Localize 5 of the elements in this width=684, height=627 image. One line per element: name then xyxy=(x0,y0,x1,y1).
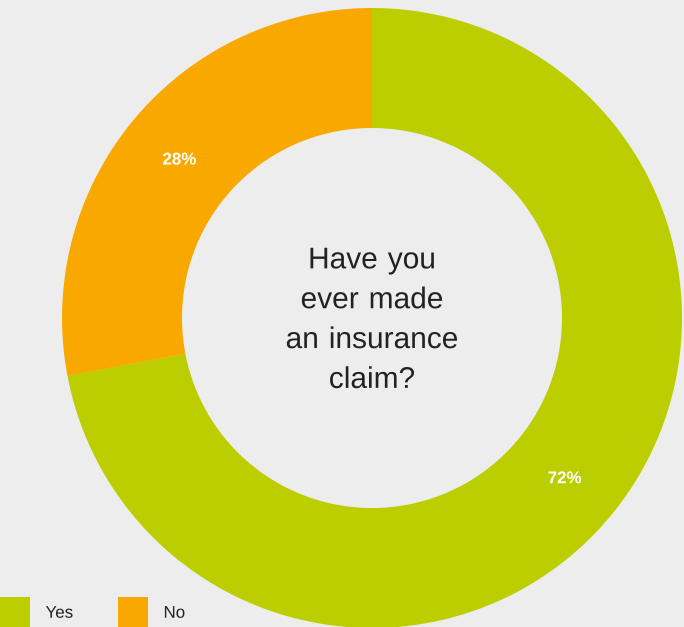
data-label: 72% xyxy=(548,471,582,484)
legend-label: Yes xyxy=(46,606,73,618)
text: Have you ever made an insurance claim? xyxy=(286,248,458,388)
data-label: 28% xyxy=(163,152,196,165)
legend-label: No xyxy=(164,606,184,618)
